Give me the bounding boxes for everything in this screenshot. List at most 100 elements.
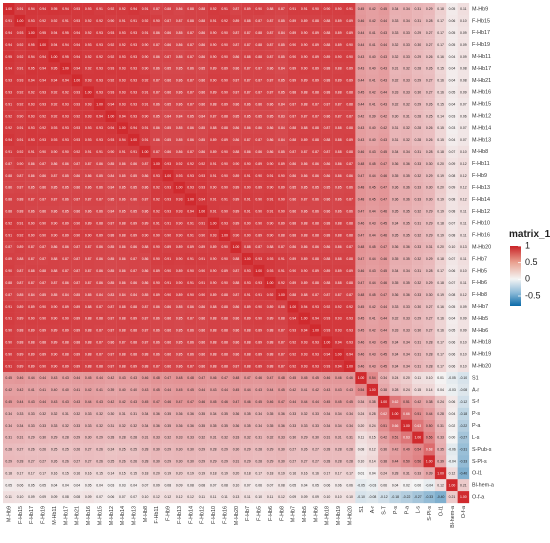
cell-value-label: 0.86 [164,150,171,154]
heatmap-cell [434,336,447,349]
heatmap-cell [457,241,470,254]
heatmap-cell [434,145,447,158]
cell-value-label: 0.95 [39,31,46,35]
cell-value-label: 0.28 [415,138,422,142]
cell-value-label: 0.85 [278,79,285,83]
heatmap-cell [3,491,15,504]
cell-value-label: 0.88 [85,364,92,368]
cell-value-label: 0.89 [301,257,308,261]
cell-value-label: 0.87 [17,174,24,178]
heatmap-cell [298,324,311,337]
cell-value-label: 0.85 [176,329,183,333]
cell-value-label: 0.86 [130,281,137,285]
cell-value-label: 1.00 [130,138,137,142]
cell-value-label: 0.93 [39,90,46,94]
cell-value-label: 0.42 [380,126,387,130]
heatmap-cell [434,62,447,75]
heatmap-cell [412,383,424,396]
cell-value-label: 0.89 [244,7,251,11]
heatmap-cell [275,50,288,63]
heatmap-cell [309,276,322,289]
cell-value-label: 0.20 [437,162,444,166]
cell-value-label: 0.12 [278,495,285,499]
heatmap-cell [321,157,333,170]
cell-value-label: 0.89 [290,67,297,71]
cell-value-label: 0.88 [5,198,12,202]
cell-value-label: 0.88 [244,19,251,23]
heatmap-cell [457,431,470,444]
heatmap-cell [116,98,129,111]
cell-value-label: 0.90 [221,90,228,94]
cell-value-label: 0.90 [176,233,183,237]
heatmap-cell [150,26,163,39]
cell-value-label: 0.30 [415,43,422,47]
cell-value-label: 0.87 [244,79,251,83]
heatmap-cell [434,383,447,396]
heatmap-cell [264,122,276,135]
cell-value-label: 0.05 [85,483,92,487]
cell-value-label: 0.15 [437,126,444,130]
cell-value-label: 0.10 [460,19,467,23]
cell-value-label: 0.27 [426,329,433,333]
heatmap-cell [241,62,254,75]
heatmap-cell [253,145,265,158]
heatmap-cell [366,348,379,361]
cell-value-label: 0.87 [278,245,285,249]
cell-value-label: 0.31 [437,424,444,428]
heatmap-cell [207,288,220,301]
cell-value-label: 0.03 [449,114,456,118]
heatmap-cell [37,372,49,385]
heatmap-cell [366,336,379,349]
cell-value-label: 0.86 [324,114,331,118]
cell-value-label: 0.30 [426,186,433,190]
cell-value-label: 0.47 [244,376,251,380]
cell-value-label: 0.85 [233,114,240,118]
cell-value-label: 0.45 [369,198,376,202]
heatmap-cell [287,276,299,289]
heatmap-cell [71,419,83,432]
cell-value-label: 0.87 [255,90,262,94]
heatmap-cell [355,479,367,492]
cell-value-label: 0.85 [130,186,137,190]
cell-value-label: 0.27 [39,460,46,464]
heatmap-cell [298,110,311,123]
cell-value-label: 0.86 [62,245,69,249]
heatmap-cell [37,288,49,301]
cell-value-label: 0.44 [426,412,433,416]
cell-value-label: 0.89 [335,31,342,35]
cell-value-label: 0.90 [187,269,194,273]
cell-value-label: 0.86 [233,340,240,344]
heatmap-cell [298,253,311,266]
cell-value-label: 0.85 [62,174,69,178]
heatmap-cell [412,205,424,218]
heatmap-cell [457,253,470,266]
cell-value-label: 0.91 [142,138,149,142]
heatmap-cell [241,383,254,396]
cell-value-label: 0.11 [460,281,466,285]
heatmap-cell [207,193,220,206]
cell-value-label: 0.86 [51,210,58,214]
cell-value-label: 0.36 [392,245,399,249]
heatmap-cell [287,229,299,242]
heatmap-cell [287,419,299,432]
heatmap-cell [37,229,49,242]
cell-value-label: 0.33 [415,162,422,166]
cell-value-label: 0.91 [164,257,171,261]
cell-value-label: 0.93 [85,126,92,130]
heatmap-cell [93,264,106,277]
cell-value-label: 0.12 [460,162,467,166]
cell-value-label: 0.86 [335,198,342,202]
cell-value-label: 0.42 [369,305,376,309]
heatmap-cell [25,312,38,325]
cell-value-label: 0.86 [108,340,115,344]
cell-value-label: 0.04 [62,483,69,487]
heatmap-cell [128,229,140,242]
cell-value-label: 0.92 [39,114,46,118]
cell-value-label: 0.15 [437,67,444,71]
heatmap-cell [207,419,220,432]
cell-value-label: 0.36 [403,245,410,249]
cell-value-label: 0.08 [460,67,467,71]
cell-value-label: 0.87 [346,162,353,166]
cell-value-label: 0.40 [369,55,376,59]
row-label: F-Hb12 [472,209,490,215]
